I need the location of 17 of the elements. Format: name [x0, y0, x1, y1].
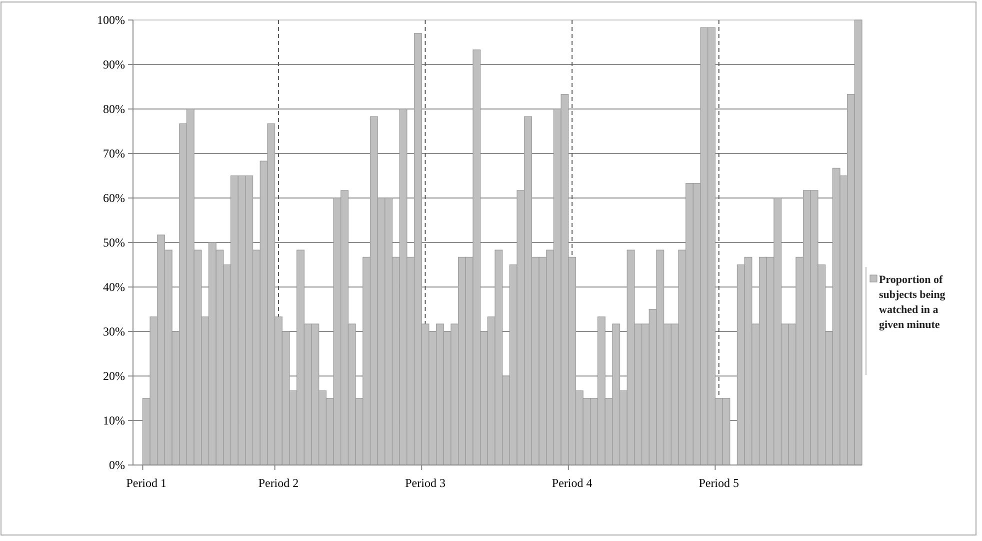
x-tick-label: Period 2 — [258, 476, 299, 490]
y-tick-label: 30% — [103, 324, 125, 339]
x-tick-label: Period 1 — [126, 476, 167, 490]
x-tick-label: Period 5 — [698, 476, 740, 490]
x-tick-label: Period 4 — [552, 476, 592, 490]
y-tick-label: 10% — [103, 414, 125, 428]
x-tick-label: Period 3 — [405, 476, 446, 490]
y-tick-label: 40% — [103, 280, 125, 294]
y-tick-label: 20% — [103, 369, 125, 384]
legend-label: Proportion of subjects being watched in a given minute — [879, 274, 946, 331]
y-tick-label: 80% — [103, 102, 125, 116]
y-tick-label: 0% — [109, 458, 125, 472]
y-tick-label: 90% — [103, 58, 125, 72]
y-tick-label: 60% — [103, 191, 125, 206]
y-tick-label: 50% — [103, 236, 125, 250]
y-tick-label: 100% — [97, 13, 125, 28]
y-tick-label: 70% — [103, 146, 125, 161]
